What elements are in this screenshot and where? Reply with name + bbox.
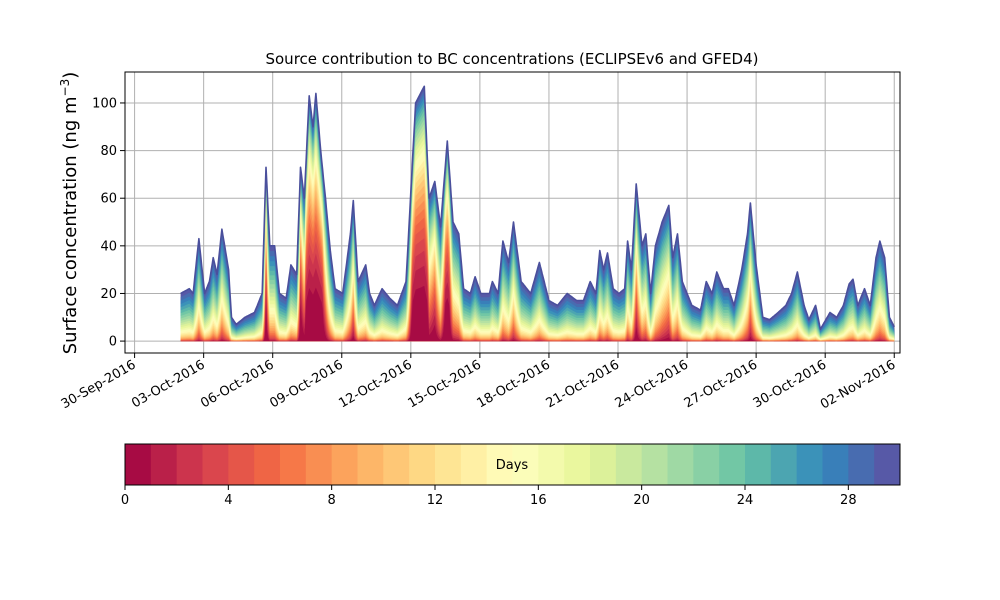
colorbar-band xyxy=(176,444,203,485)
chart-title: Source contribution to BC concentrations… xyxy=(265,50,758,68)
colorbar-band xyxy=(254,444,281,485)
y-axis-label-main: Surface concentration (ng m xyxy=(60,96,81,354)
colorbar-tick-label: 16 xyxy=(530,493,547,508)
colorbar-band xyxy=(202,444,229,485)
colorbar-tick-label: 0 xyxy=(121,493,129,508)
age-band-area xyxy=(180,217,895,342)
colorbar-band xyxy=(409,444,436,485)
age-band-area xyxy=(180,208,895,342)
x-tick-label: 02-Nov-2016 xyxy=(818,357,898,412)
y-axis: 0 20 40 60 80 100 xyxy=(92,96,125,350)
colorbar-band xyxy=(228,444,255,485)
colorbar-tick-label: 24 xyxy=(737,493,754,508)
colorbar-band xyxy=(770,444,798,485)
colorbar-frame xyxy=(124,443,901,486)
colorbar-band xyxy=(564,444,591,485)
colorbar-band xyxy=(745,444,772,485)
colorbar-band xyxy=(280,444,307,485)
colorbar-band xyxy=(641,444,668,485)
colorbar-ticks: 0 4 8 12 16 20 24 28 xyxy=(121,485,857,508)
x-tick-label: 12-Oct-2016 xyxy=(336,357,414,411)
y-tick-label: 80 xyxy=(100,144,117,159)
colorbar-band xyxy=(460,444,488,485)
x-tick-label: 24-Oct-2016 xyxy=(613,357,691,411)
colorbar-band xyxy=(615,444,643,485)
colorbar-band xyxy=(719,444,746,485)
total-concentration-outline xyxy=(180,85,895,330)
colorbar-band xyxy=(848,444,875,485)
colorbar-band xyxy=(435,444,462,485)
x-tick-label: 18-Oct-2016 xyxy=(475,357,553,411)
colorbar-band xyxy=(590,444,617,485)
colorbar-band xyxy=(357,444,384,485)
y-tick-label: 40 xyxy=(100,239,117,254)
age-band-area xyxy=(180,200,895,342)
colorbar-band xyxy=(796,444,823,485)
y-tick-label: 20 xyxy=(100,287,117,302)
y-axis-label: Surface concentration (ng m−3) xyxy=(58,72,81,355)
colorbar-tick-label: 8 xyxy=(328,493,336,508)
colorbar-band xyxy=(822,444,849,485)
colorbar-band xyxy=(538,444,565,485)
colorbar-tick-label: 28 xyxy=(840,493,857,508)
y-tick-label: 0 xyxy=(109,335,117,350)
colorbar-tick-label: 12 xyxy=(427,493,444,508)
x-tick-label: 27-Oct-2016 xyxy=(682,357,760,411)
colorbar-band xyxy=(125,444,152,485)
colorbar-bands xyxy=(125,444,901,485)
colorbar-label: Days xyxy=(496,458,529,473)
y-axis-label-superscript: −3 xyxy=(58,79,72,97)
x-axis: 30-Sep-201603-Oct-201606-Oct-201609-Oct-… xyxy=(59,353,898,412)
x-tick-label: 06-Oct-2016 xyxy=(198,357,276,411)
plot-area: 30-Sep-201603-Oct-201606-Oct-201609-Oct-… xyxy=(59,71,901,412)
colorbar: Days 0 4 8 12 16 20 24 28 xyxy=(121,443,901,508)
colorbar-band xyxy=(693,444,720,485)
colorbar-band xyxy=(383,444,410,485)
colorbar-band xyxy=(305,444,333,485)
y-axis-label-close: ) xyxy=(60,72,81,79)
x-tick-label: 30-Sep-2016 xyxy=(59,357,139,412)
y-tick-label: 60 xyxy=(100,192,117,207)
colorbar-tick-label: 4 xyxy=(224,493,232,508)
colorbar-band xyxy=(150,444,178,485)
x-tick-label: 15-Oct-2016 xyxy=(405,357,483,411)
x-tick-label: 21-Oct-2016 xyxy=(544,357,622,411)
colorbar-tick-label: 20 xyxy=(633,493,650,508)
age-band-area xyxy=(180,192,895,342)
x-tick-label: 30-Oct-2016 xyxy=(751,357,829,411)
plot-frame xyxy=(124,71,901,354)
x-tick-label: 03-Oct-2016 xyxy=(129,357,207,411)
colorbar-band xyxy=(512,444,539,485)
colorbar-band xyxy=(874,444,901,485)
y-tick-label: 100 xyxy=(92,96,117,111)
colorbar-band xyxy=(486,444,513,485)
x-tick-label: 09-Oct-2016 xyxy=(267,357,345,411)
colorbar-band xyxy=(331,444,358,485)
colorbar-band xyxy=(667,444,694,485)
